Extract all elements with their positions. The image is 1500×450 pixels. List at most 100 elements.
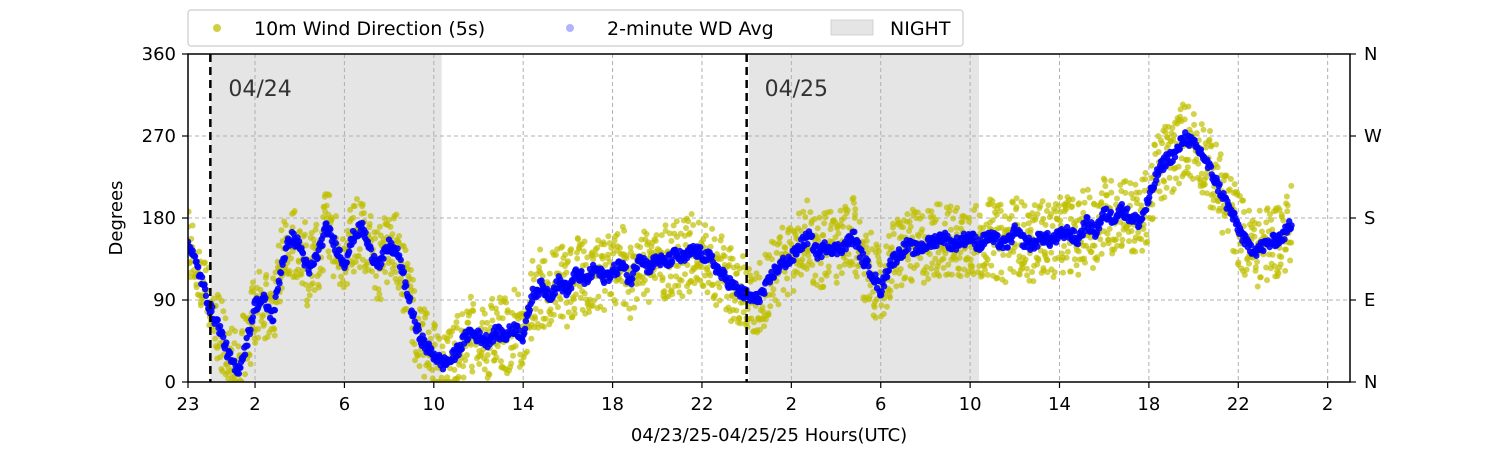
raw-point xyxy=(765,310,772,317)
raw-point xyxy=(355,252,362,259)
avg-point xyxy=(327,226,334,233)
raw-point xyxy=(1251,226,1258,233)
raw-point xyxy=(427,335,434,342)
x-axis-label: 04/23/25-04/25/25 Hours(UTC) xyxy=(631,425,907,446)
raw-point xyxy=(667,273,674,280)
raw-point xyxy=(989,217,996,224)
raw-point xyxy=(481,366,488,373)
raw-point xyxy=(776,239,783,246)
avg-point xyxy=(1004,244,1011,251)
raw-point xyxy=(226,330,233,337)
raw-point xyxy=(1232,248,1239,255)
raw-point xyxy=(1045,202,1052,209)
raw-point xyxy=(376,291,383,298)
raw-point xyxy=(643,230,650,237)
raw-point xyxy=(320,267,327,274)
avg-point xyxy=(244,342,251,349)
raw-point xyxy=(366,221,373,228)
raw-point xyxy=(880,310,887,317)
raw-point xyxy=(702,222,709,229)
raw-point xyxy=(524,348,531,355)
raw-point xyxy=(707,243,714,250)
raw-point xyxy=(220,308,227,315)
raw-point xyxy=(704,289,711,296)
raw-point xyxy=(1235,259,1242,266)
raw-point xyxy=(581,238,588,245)
raw-point xyxy=(589,302,596,309)
raw-point xyxy=(1108,177,1115,184)
raw-point xyxy=(815,237,822,244)
raw-point xyxy=(932,216,939,223)
avg-point xyxy=(614,270,621,278)
raw-point xyxy=(1176,180,1183,187)
raw-point xyxy=(396,233,403,240)
avg-point xyxy=(1253,252,1260,259)
raw-point xyxy=(384,279,391,286)
raw-point xyxy=(1257,274,1264,281)
raw-point xyxy=(1210,190,1217,197)
raw-point xyxy=(644,287,651,294)
raw-point xyxy=(344,280,351,287)
avg-point xyxy=(219,333,227,341)
raw-point xyxy=(612,300,619,307)
raw-point xyxy=(429,366,436,373)
raw-point xyxy=(871,304,878,311)
legend-avg-label: 2-minute WD Avg xyxy=(607,18,774,40)
raw-point xyxy=(1106,225,1113,232)
raw-point xyxy=(818,276,825,283)
raw-point xyxy=(564,323,571,330)
raw-point xyxy=(970,271,977,278)
raw-point xyxy=(316,284,323,291)
avg-point xyxy=(808,232,816,240)
raw-point xyxy=(844,207,851,214)
raw-point xyxy=(1139,247,1146,254)
raw-point xyxy=(503,299,510,306)
raw-point xyxy=(1151,142,1158,149)
raw-point xyxy=(810,278,817,285)
raw-point xyxy=(686,288,693,295)
raw-point xyxy=(690,222,697,229)
raw-point xyxy=(997,201,1004,208)
raw-point xyxy=(753,270,760,277)
raw-point xyxy=(455,373,462,380)
raw-point xyxy=(1081,259,1088,266)
raw-point xyxy=(581,290,588,297)
raw-point xyxy=(833,273,840,280)
raw-point xyxy=(956,265,963,272)
avg-point xyxy=(880,283,888,290)
raw-point xyxy=(700,283,707,290)
raw-point xyxy=(637,244,644,251)
raw-point xyxy=(508,360,515,367)
raw-point xyxy=(906,218,913,225)
raw-point xyxy=(1227,175,1234,182)
raw-point xyxy=(571,305,578,312)
raw-point xyxy=(1040,265,1047,272)
raw-point xyxy=(787,224,794,231)
raw-point xyxy=(1191,121,1198,128)
raw-point xyxy=(678,277,685,284)
y-right-tick-label: E xyxy=(1364,290,1375,311)
raw-point xyxy=(836,263,843,270)
avg-point xyxy=(428,345,435,352)
raw-point xyxy=(289,224,296,231)
raw-point xyxy=(805,252,812,259)
avg-point xyxy=(1216,181,1223,188)
raw-point xyxy=(1075,200,1082,207)
avg-point xyxy=(851,228,858,236)
raw-point xyxy=(1258,228,1265,235)
raw-point xyxy=(1079,187,1086,194)
raw-point xyxy=(1115,231,1122,238)
raw-point xyxy=(1069,196,1076,203)
raw-point xyxy=(1098,250,1105,257)
raw-point xyxy=(463,352,470,359)
raw-point xyxy=(287,255,294,262)
raw-point xyxy=(356,246,363,253)
raw-point xyxy=(1002,279,1009,286)
raw-point xyxy=(1102,183,1109,190)
raw-point xyxy=(562,251,569,258)
raw-point xyxy=(877,261,884,268)
avg-point xyxy=(708,252,716,259)
avg-point xyxy=(274,285,282,293)
avg-point xyxy=(668,258,676,266)
